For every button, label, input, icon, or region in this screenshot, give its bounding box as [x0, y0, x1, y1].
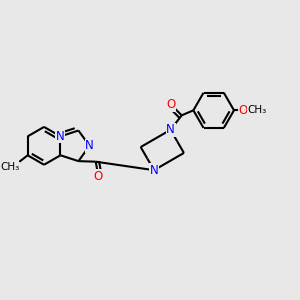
- Text: O: O: [167, 98, 176, 111]
- Text: N: N: [150, 164, 158, 177]
- Text: N: N: [56, 130, 65, 143]
- Text: N: N: [85, 139, 94, 152]
- Text: CH₃: CH₃: [1, 162, 20, 172]
- Text: CH₃: CH₃: [247, 105, 266, 115]
- Text: O: O: [238, 104, 248, 117]
- Text: O: O: [94, 170, 103, 183]
- Text: N: N: [166, 123, 175, 136]
